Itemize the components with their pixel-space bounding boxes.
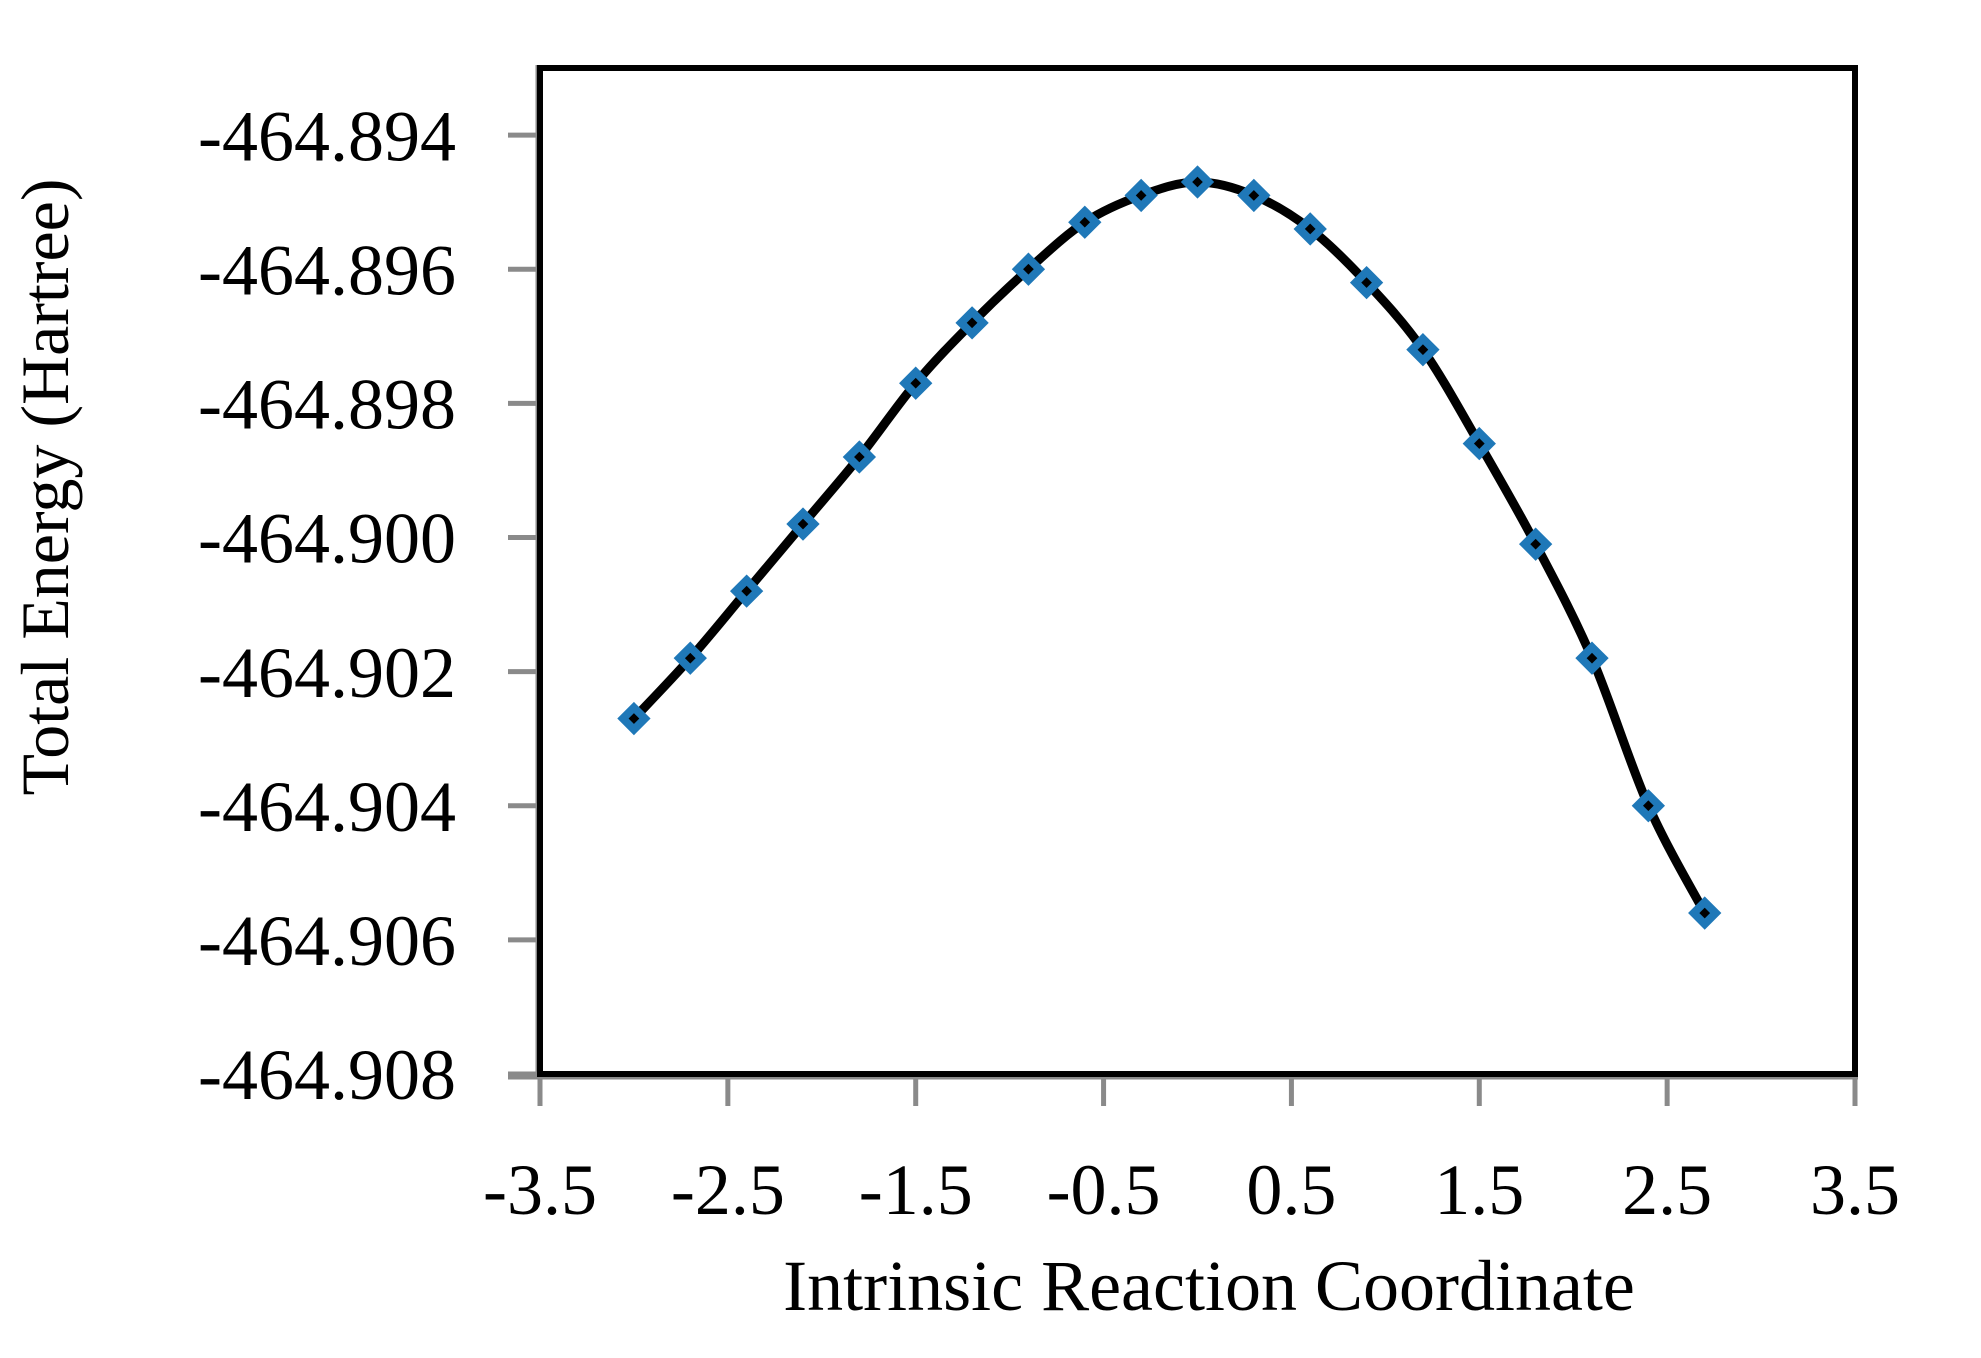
x-tick-label: -2.5 — [671, 1150, 785, 1230]
x-axis-title: Intrinsic Reaction Coordinate — [783, 1246, 1635, 1326]
y-axis-title: Total Energy (Hartree) — [7, 178, 83, 795]
energy-series — [617, 165, 1722, 930]
data-point-marker — [1180, 165, 1215, 199]
y-tick-label: -464.908 — [198, 1035, 456, 1115]
data-point-marker — [1011, 252, 1046, 286]
axis-tick-labels: -464.894 -464.896 -464.898 -464.900 -464.902… — [198, 96, 1900, 1230]
plot-border — [537, 65, 1858, 1077]
y-tick-label: -464.894 — [198, 96, 456, 176]
data-point-marker — [1349, 265, 1384, 300]
data-point-marker — [899, 366, 933, 400]
y-tick-label: -464.902 — [198, 633, 456, 713]
data-point-marker — [1237, 178, 1271, 213]
data-point-marker — [729, 574, 764, 608]
x-tick-label: 3.5 — [1810, 1150, 1900, 1230]
data-point-marker — [1631, 789, 1666, 823]
data-point-marker — [1462, 426, 1496, 461]
data-point-marker — [1124, 178, 1158, 213]
x-tick-label: -0.5 — [1047, 1150, 1161, 1230]
data-point-marker — [1068, 205, 1102, 239]
x-tick-label: -3.5 — [483, 1150, 597, 1230]
data-point-marker — [786, 507, 820, 541]
data-point-marker — [1688, 896, 1722, 930]
y-tick-label: -464.906 — [198, 901, 456, 981]
y-tick-label: -464.900 — [198, 499, 456, 579]
x-tick-label: 1.5 — [1434, 1150, 1524, 1230]
data-point-marker — [1575, 641, 1609, 675]
data-point-marker — [955, 306, 989, 340]
axis-ticks — [508, 132, 1858, 1106]
data-point-marker — [1293, 212, 1327, 246]
y-tick-label: -464.898 — [198, 365, 456, 445]
data-point-marker — [617, 701, 651, 736]
y-tick-label: -464.904 — [198, 767, 456, 847]
x-tick-label: 2.5 — [1622, 1150, 1712, 1230]
x-tick-label: -1.5 — [859, 1150, 973, 1230]
x-tick-label: 0.5 — [1246, 1150, 1336, 1230]
y-tick-label: -464.896 — [198, 230, 456, 310]
data-point-marker — [842, 440, 877, 474]
data-point-marker — [673, 641, 707, 675]
data-point-marker — [1406, 333, 1440, 367]
data-point-marker — [1518, 527, 1553, 561]
